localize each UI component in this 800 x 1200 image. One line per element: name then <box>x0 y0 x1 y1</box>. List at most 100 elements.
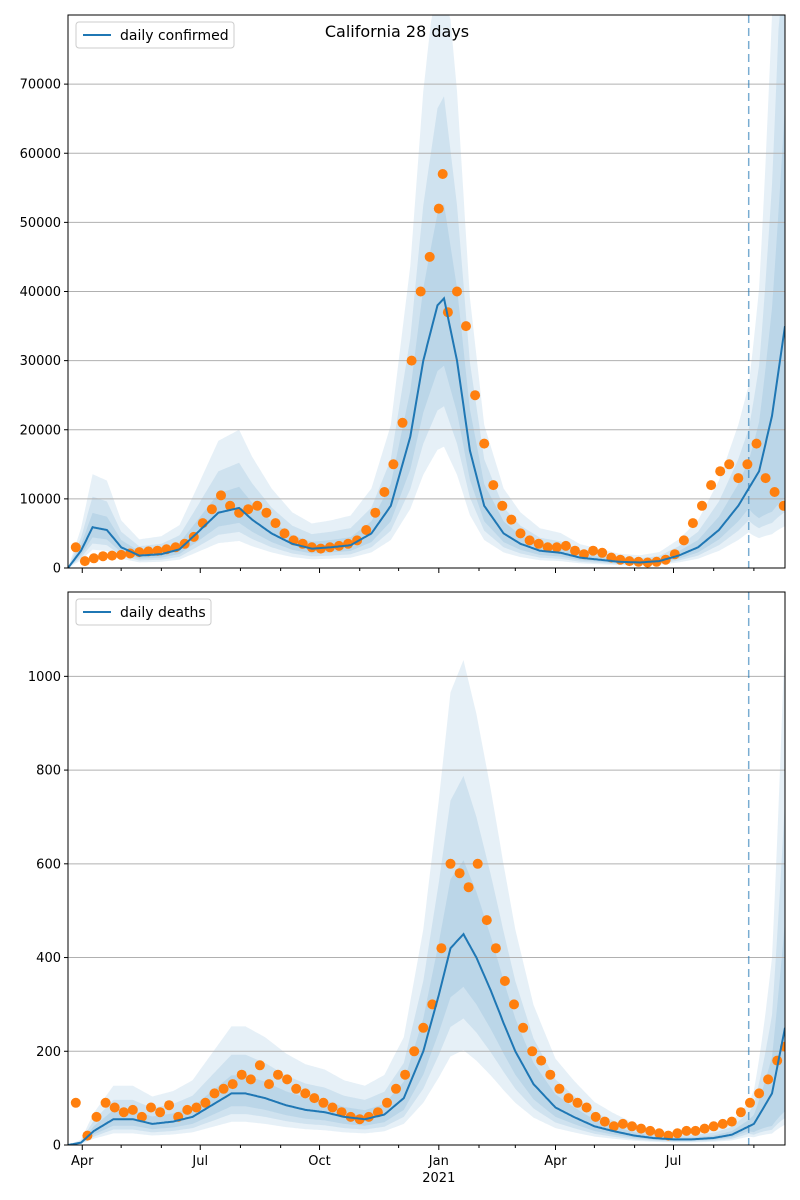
observed-point-38 <box>418 1022 429 1033</box>
observed-point-18 <box>236 1069 247 1080</box>
observed-point-53 <box>542 542 553 553</box>
observed-point-15 <box>206 504 217 515</box>
observed-point-2 <box>91 1111 102 1122</box>
observed-point-51 <box>536 1055 547 1066</box>
y-tick-label-7: 70000 <box>20 78 61 93</box>
observed-point-52 <box>545 1069 556 1080</box>
observed-point-32 <box>361 525 372 535</box>
observed-point-54 <box>551 542 562 553</box>
observed-point-54 <box>563 1093 574 1104</box>
observed-point-38 <box>415 286 426 297</box>
observed-point-55 <box>572 1097 583 1108</box>
deaths-legend-label: daily deaths <box>120 605 206 621</box>
x-tick-label-5: Jul <box>665 1154 682 1169</box>
observed-point-7 <box>136 1111 147 1122</box>
observed-point-57 <box>590 1111 601 1122</box>
axes-frame <box>67 591 786 1146</box>
observed-point-23 <box>279 528 290 539</box>
y-tick-label-6: 60000 <box>20 147 61 162</box>
confirmed-panel: 0 10000 20000 30000 40000 50000 60000 70000 dai… <box>20 14 786 577</box>
observed-point-46 <box>490 943 501 954</box>
observed-point-71 <box>717 1118 728 1129</box>
observed-point-64 <box>654 1128 665 1139</box>
observed-point-36 <box>400 1069 411 1080</box>
observed-point-9 <box>152 545 163 556</box>
observed-point-13 <box>191 1102 202 1113</box>
observed-point-55 <box>560 540 571 551</box>
observed-point-24 <box>291 1083 302 1094</box>
observed-point-57 <box>579 549 589 560</box>
y-tick-label-5: 1000 <box>28 670 61 685</box>
observed-point-35 <box>388 459 399 470</box>
deaths-axes <box>67 591 786 1146</box>
confirmed-x-ticks <box>81 568 755 573</box>
model-median-line <box>68 296 785 568</box>
observed-point-34 <box>379 487 390 497</box>
observed-point-74 <box>745 1097 755 1108</box>
observed-point-58 <box>588 545 599 556</box>
observed-point-5 <box>118 1107 129 1118</box>
y-tick-label-3: 30000 <box>20 354 61 369</box>
observed-point-19 <box>243 504 254 515</box>
observed-point-69 <box>687 518 698 529</box>
confirmed-y-ticks: 0 10000 20000 30000 40000 50000 60000 70000 <box>20 78 68 577</box>
observed-point-20 <box>252 500 263 511</box>
observed-point-76 <box>763 1074 774 1085</box>
observed-point-56 <box>570 545 580 556</box>
deaths-gridlines <box>68 675 785 1052</box>
observed-point-22 <box>273 1069 283 1080</box>
observed-point-23 <box>282 1074 293 1085</box>
deaths-x-ticks: Apr Jul Oct Jan Apr Jul <box>71 1145 755 1169</box>
observed-point-72 <box>726 1116 737 1127</box>
uncertainty-band-3 <box>68 860 785 1145</box>
y-tick-label-0: 0 <box>53 562 61 577</box>
observed-point-77 <box>760 473 771 484</box>
observed-point-46 <box>479 438 490 449</box>
observed-point-41 <box>445 858 456 869</box>
observed-point-49 <box>506 514 517 525</box>
observed-point-42 <box>454 868 465 879</box>
observed-point-17 <box>225 500 236 511</box>
x-tick-label-4: Apr <box>544 1154 567 1169</box>
observed-point-72 <box>715 466 726 477</box>
observed-point-45 <box>481 915 492 926</box>
observed-point-48 <box>497 500 508 511</box>
observed-point-34 <box>382 1097 392 1108</box>
observed-point-1 <box>79 556 90 567</box>
observed-point-62 <box>636 1123 647 1134</box>
observed-point-22 <box>270 518 281 529</box>
observed-point-10 <box>164 1100 175 1111</box>
chart-title: California 28 days <box>325 22 469 41</box>
observed-point-0 <box>70 1097 81 1108</box>
observed-point-39 <box>424 251 435 262</box>
y-tick-label-1: 10000 <box>20 492 61 507</box>
observed-point-75 <box>742 459 753 470</box>
observed-point-59 <box>608 1121 619 1132</box>
observed-point-78 <box>769 487 780 497</box>
observed-point-74 <box>733 473 744 484</box>
observed-point-53 <box>554 1083 565 1094</box>
observed-point-49 <box>518 1022 529 1033</box>
observed-point-50 <box>515 528 526 539</box>
observed-point-9 <box>155 1107 166 1118</box>
x-tick-label-1: Jul <box>191 1154 208 1169</box>
observed-point-37 <box>409 1046 420 1057</box>
observed-point-73 <box>724 459 735 470</box>
observed-point-35 <box>391 1083 401 1094</box>
confirmed-gridlines <box>68 83 785 500</box>
observed-point-45 <box>470 390 481 401</box>
deaths-observed-points <box>70 858 785 1141</box>
observed-point-69 <box>699 1123 710 1134</box>
observed-point-25 <box>300 1088 311 1099</box>
observed-point-6 <box>127 1104 138 1115</box>
observed-point-40 <box>433 203 444 214</box>
observed-point-58 <box>599 1116 610 1127</box>
deaths-uncertainty-bands <box>68 631 785 1145</box>
observed-point-16 <box>218 1083 229 1094</box>
observed-point-47 <box>499 976 510 986</box>
observed-point-59 <box>597 547 608 558</box>
y-tick-label-3: 600 <box>36 857 61 872</box>
observed-point-17 <box>227 1079 238 1090</box>
observed-point-52 <box>533 538 544 549</box>
